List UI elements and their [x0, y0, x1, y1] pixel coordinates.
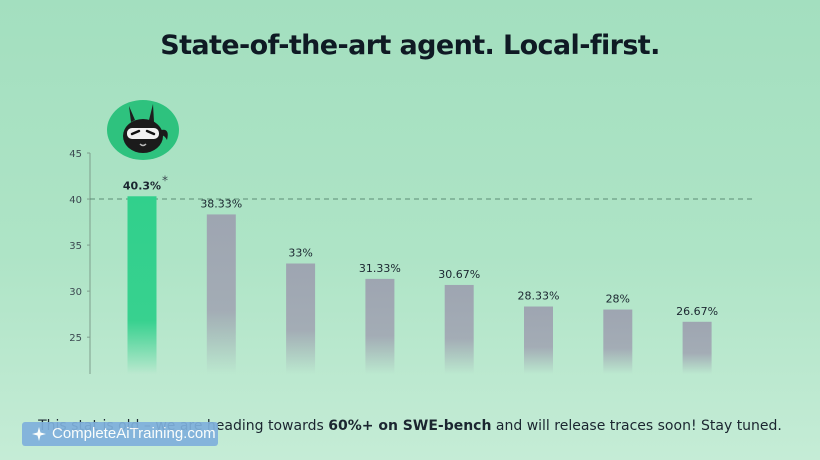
data-label: 40.3%	[123, 179, 161, 192]
data-label-asterisk: *	[162, 173, 168, 187]
data-label: 33%	[288, 247, 312, 260]
bar	[524, 306, 553, 374]
bar	[444, 284, 474, 374]
bar	[286, 263, 316, 374]
watermark-badge: CompleteAiTraining.com	[22, 422, 218, 446]
ninja-llama-mascot-icon	[107, 100, 179, 160]
page-title: State-of-the-art agent. Local-first.	[160, 30, 660, 61]
sparkle-logo-icon	[32, 427, 46, 441]
data-label: 38.33%	[200, 197, 242, 210]
y-tick-label: 45	[69, 149, 82, 160]
data-label: 26.67%	[676, 305, 718, 318]
footnote-suffix: and will release traces soon! Stay tuned…	[491, 418, 782, 434]
bar	[682, 321, 712, 374]
watermark-text: CompleteAiTraining.com	[52, 425, 216, 442]
bar-highlight	[127, 196, 157, 374]
y-tick-label: 40	[69, 195, 82, 206]
footnote-bold: 60%+ on SWE-bench	[328, 418, 492, 434]
data-label: 30.67%	[438, 268, 480, 281]
bar	[206, 214, 236, 374]
bar	[603, 309, 633, 374]
y-tick-label: 30	[69, 287, 82, 298]
bar	[365, 278, 395, 374]
data-label: 28%	[606, 293, 630, 306]
y-tick-label: 25	[69, 333, 82, 344]
y-tick-label: 35	[69, 241, 82, 252]
data-label: 31.33%	[359, 262, 401, 275]
data-label: 28.33%	[518, 290, 560, 303]
